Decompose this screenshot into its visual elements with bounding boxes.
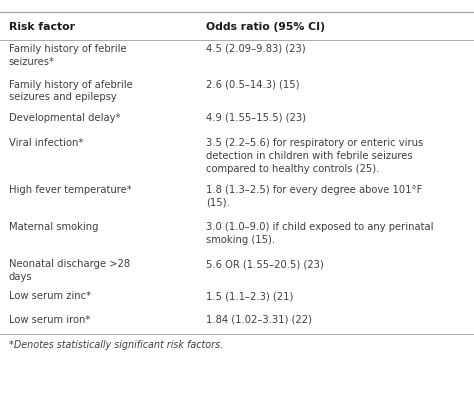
Text: 2.6 (0.5–14.3) (15): 2.6 (0.5–14.3) (15): [206, 79, 300, 90]
Text: 1.5 (1.1–2.3) (21): 1.5 (1.1–2.3) (21): [206, 290, 293, 301]
Text: 3.0 (1.0–9.0) if child exposed to any perinatal
smoking (15).: 3.0 (1.0–9.0) if child exposed to any pe…: [206, 222, 434, 244]
Text: Viral infection*: Viral infection*: [9, 138, 83, 148]
Text: Low serum zinc*: Low serum zinc*: [9, 290, 91, 301]
Text: Family history of febrile
seizures*: Family history of febrile seizures*: [9, 44, 126, 66]
Text: 1.8 (1.3–2.5) for every degree above 101°F
(15).: 1.8 (1.3–2.5) for every degree above 101…: [206, 184, 422, 207]
Text: 5.6 OR (1.55–20.5) (23): 5.6 OR (1.55–20.5) (23): [206, 259, 324, 269]
Text: 3.5 (2.2–5.6) for respiratory or enteric virus
detection in children with febril: 3.5 (2.2–5.6) for respiratory or enteric…: [206, 138, 423, 173]
Text: Developmental delay*: Developmental delay*: [9, 113, 120, 123]
Text: *Denotes statistically significant risk factors.: *Denotes statistically significant risk …: [9, 339, 223, 349]
Text: 1.84 (1.02–3.31) (22): 1.84 (1.02–3.31) (22): [206, 314, 312, 324]
Text: Low serum iron*: Low serum iron*: [9, 314, 90, 324]
Text: High fever temperature*: High fever temperature*: [9, 184, 131, 194]
Text: 4.5 (2.09–9.83) (23): 4.5 (2.09–9.83) (23): [206, 44, 306, 54]
Text: Maternal smoking: Maternal smoking: [9, 222, 98, 232]
Text: Odds ratio (95% CI): Odds ratio (95% CI): [206, 22, 325, 32]
Text: Neonatal discharge >28
days: Neonatal discharge >28 days: [9, 259, 130, 281]
Text: 4.9 (1.55–15.5) (23): 4.9 (1.55–15.5) (23): [206, 113, 306, 123]
Text: Risk factor: Risk factor: [9, 22, 74, 32]
Text: Family history of afebrile
seizures and epilepsy: Family history of afebrile seizures and …: [9, 79, 132, 102]
